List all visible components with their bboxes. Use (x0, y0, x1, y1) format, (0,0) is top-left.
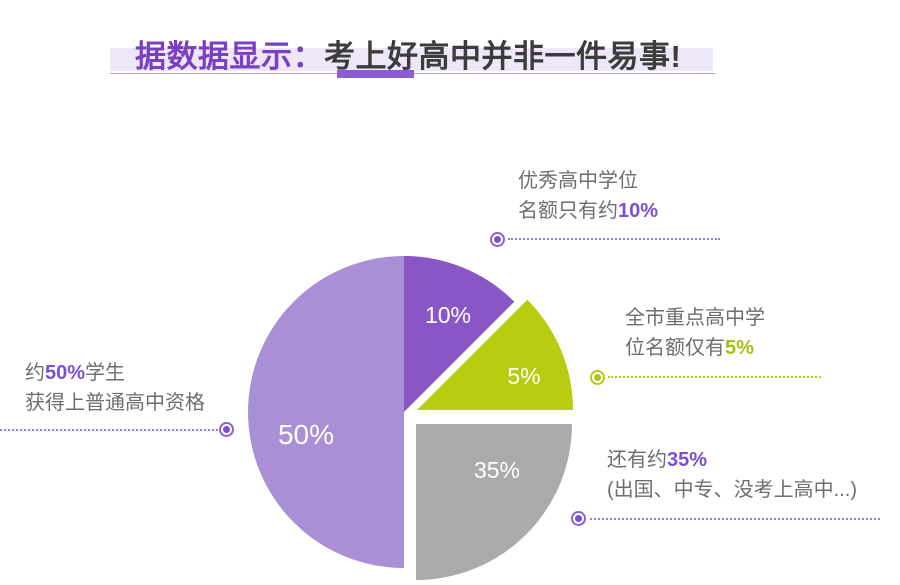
pie-slice-5pct (417, 299, 573, 410)
callout-other-line2: (出国、中专、没考上高中...) (607, 479, 857, 501)
pie-slice-50pct (248, 256, 404, 568)
dotted-leader-line (590, 518, 880, 520)
dot-marker-icon (590, 370, 605, 385)
title-accent-bar (337, 70, 414, 78)
callout-regular-value: 50% (45, 362, 86, 384)
page-title: 据数据显示：考上好高中并非一件易事! (135, 31, 681, 76)
callout-key-line1: 全市重点高中学 (625, 307, 765, 329)
title-main: 考上好高中并非一件易事! (324, 39, 682, 74)
callout-excellent-line1: 优秀高中学位 (518, 170, 638, 192)
callout-key: 全市重点高中学 位名额仅有5% (625, 303, 765, 363)
pie-slice-10pct (404, 256, 515, 412)
callout-regular: 约50%学生 获得上普通高中资格 (25, 358, 205, 418)
callout-other: 还有约35% (出国、中专、没考上高中...) (607, 445, 857, 505)
slice-value-label: 50% (278, 419, 334, 450)
callout-excellent: 优秀高中学位 名额只有约10% (518, 166, 658, 226)
callout-excellent-value: 10% (618, 200, 659, 222)
slice-value-label: 5% (507, 363, 540, 389)
dotted-leader-line (508, 238, 720, 240)
callout-regular-line1: 约50%学生 (25, 362, 126, 384)
dot-marker-icon (490, 232, 505, 247)
dot-marker-icon (571, 511, 586, 526)
callout-other-line1: 还有约35% (607, 449, 708, 471)
slice-value-label: 10% (425, 302, 471, 328)
dot-marker-icon (219, 422, 234, 437)
callout-key-line2: 位名额仅有5% (625, 337, 754, 359)
pie-slice-35pct (416, 424, 572, 580)
callout-key-value: 5% (725, 337, 754, 359)
callout-other-value: 35% (667, 449, 708, 471)
callout-regular-line2: 获得上普通高中资格 (25, 392, 205, 414)
dotted-leader-line (608, 376, 821, 378)
dotted-leader-line (0, 429, 218, 431)
callout-excellent-line2: 名额只有约10% (518, 200, 659, 222)
title-highlight: 据数据显示： (135, 39, 324, 74)
title-band (110, 48, 713, 71)
slice-value-label: 35% (474, 457, 520, 483)
